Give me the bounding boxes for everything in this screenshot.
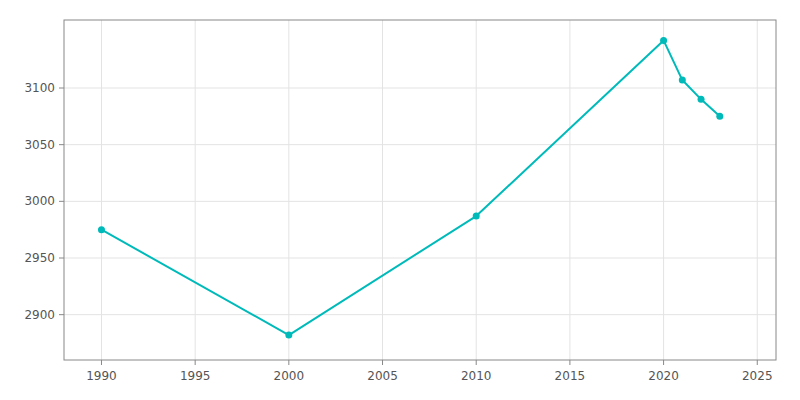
x-grid-line bbox=[757, 20, 758, 360]
x-tick-label: 2000 bbox=[274, 369, 305, 383]
x-grid-line bbox=[663, 20, 664, 360]
x-tick-label: 2025 bbox=[742, 369, 773, 383]
plot-background bbox=[64, 20, 776, 360]
y-tick bbox=[59, 88, 64, 89]
x-grid-line bbox=[288, 20, 289, 360]
y-grid-line bbox=[64, 144, 776, 145]
x-tick bbox=[476, 360, 477, 365]
x-tick bbox=[569, 360, 570, 365]
x-tick bbox=[288, 360, 289, 365]
x-grid-line bbox=[476, 20, 477, 360]
point bbox=[679, 77, 686, 84]
point bbox=[473, 213, 480, 220]
y-tick bbox=[59, 201, 64, 202]
x-tick bbox=[101, 360, 102, 365]
x-grid-line bbox=[382, 20, 383, 360]
grid bbox=[64, 20, 776, 360]
y-tick-label: 2950 bbox=[24, 251, 55, 265]
chart: 1990 1995 2000 2005 2010 2015 2020 2025 2900 2950… bbox=[0, 0, 800, 400]
point bbox=[716, 113, 723, 120]
chart-container: 1990 1995 2000 2005 2010 2015 2020 2025 2900 2950… bbox=[0, 0, 800, 400]
y-tick-label: 3050 bbox=[24, 138, 55, 152]
y-tick bbox=[59, 144, 64, 145]
y-tick-label: 3100 bbox=[24, 81, 55, 95]
x-grid-line bbox=[101, 20, 102, 360]
x-tick bbox=[757, 360, 758, 365]
line bbox=[101, 40, 719, 335]
y-tick-label: 3000 bbox=[24, 194, 55, 208]
point bbox=[285, 332, 292, 339]
axes: 1990 1995 2000 2005 2010 2015 2020 2025 2900 2950… bbox=[24, 81, 772, 383]
x-grid-line bbox=[195, 20, 196, 360]
y-grid-line bbox=[64, 88, 776, 89]
x-tick-label: 2005 bbox=[367, 369, 398, 383]
y-tick bbox=[59, 258, 64, 259]
point bbox=[98, 226, 105, 233]
y-tick-label: 2900 bbox=[24, 308, 55, 322]
x-tick-label: 2015 bbox=[555, 369, 586, 383]
x-grid-line bbox=[569, 20, 570, 360]
y-tick bbox=[59, 314, 64, 315]
point bbox=[660, 37, 667, 44]
point bbox=[698, 96, 705, 103]
x-tick bbox=[195, 360, 196, 365]
series bbox=[98, 37, 723, 339]
y-grid-line bbox=[64, 258, 776, 259]
x-tick-label: 1995 bbox=[180, 369, 211, 383]
x-tick bbox=[663, 360, 664, 365]
x-tick-label: 2010 bbox=[461, 369, 492, 383]
y-grid-line bbox=[64, 201, 776, 202]
plot-frame bbox=[64, 20, 776, 360]
x-tick bbox=[382, 360, 383, 365]
x-tick-label: 2020 bbox=[648, 369, 679, 383]
y-grid-line bbox=[64, 314, 776, 315]
x-tick-label: 1990 bbox=[86, 369, 117, 383]
